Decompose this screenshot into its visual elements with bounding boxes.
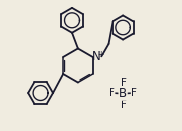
Text: F: F: [131, 88, 137, 98]
Text: F: F: [121, 100, 127, 110]
Text: F: F: [109, 88, 115, 98]
Text: +: +: [97, 50, 104, 59]
Text: B: B: [119, 87, 127, 100]
Text: N: N: [92, 50, 101, 64]
Text: F: F: [121, 78, 127, 88]
